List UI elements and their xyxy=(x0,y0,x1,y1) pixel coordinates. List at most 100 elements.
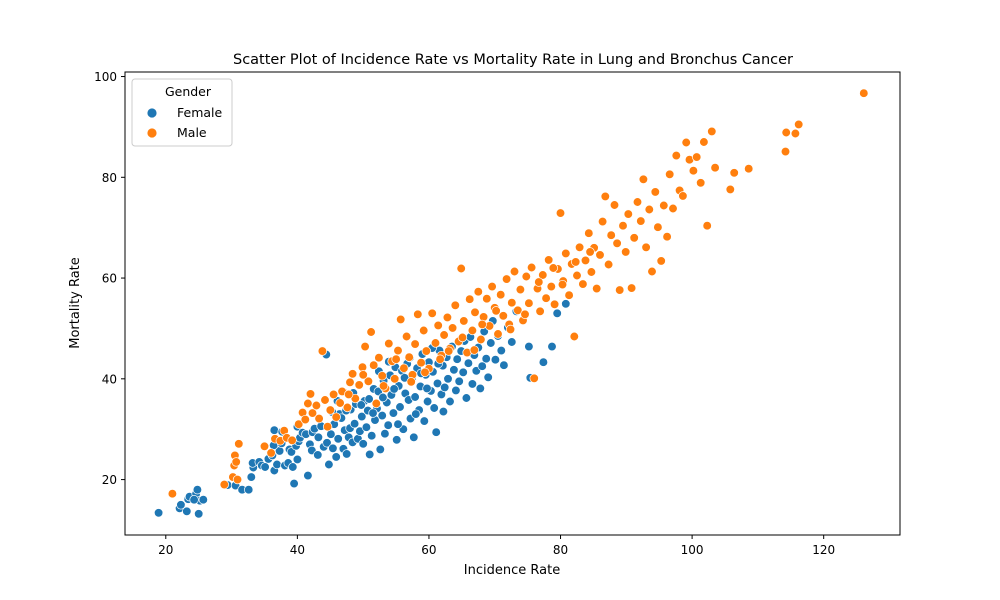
point-male-168 xyxy=(378,381,389,391)
point-male-55 xyxy=(413,309,423,319)
point-male-76 xyxy=(473,287,483,297)
point-male-95 xyxy=(526,262,537,273)
point-male-122 xyxy=(603,259,614,270)
point-female-2 xyxy=(176,500,186,510)
point-female-8 xyxy=(194,509,204,519)
legend-title: Gender xyxy=(165,84,212,99)
point-female-146 xyxy=(483,372,493,382)
point-male-42 xyxy=(374,353,384,363)
point-male-105 xyxy=(555,208,566,218)
point-male-49 xyxy=(396,314,406,325)
legend-marker-male xyxy=(146,127,158,139)
plot-frame xyxy=(124,71,901,536)
point-female-159 xyxy=(547,341,557,352)
point-male-128 xyxy=(621,247,631,257)
point-male-57 xyxy=(419,325,429,336)
point-male-137 xyxy=(647,266,657,277)
point-male-135 xyxy=(641,242,651,252)
point-male-68 xyxy=(450,300,460,310)
point-male-171 xyxy=(420,367,430,377)
point-male-21 xyxy=(311,400,322,411)
point-male-142 xyxy=(662,232,672,242)
point-male-67 xyxy=(447,323,458,333)
point-male-74 xyxy=(467,325,478,336)
point-male-100 xyxy=(541,293,551,303)
point-female-80 xyxy=(367,431,377,441)
point-male-110 xyxy=(569,331,579,342)
point-male-15 xyxy=(294,419,304,429)
point-male-83 xyxy=(493,329,503,339)
point-female-21 xyxy=(260,462,270,472)
point-male-118 xyxy=(592,283,602,294)
point-female-64 xyxy=(342,449,352,459)
point-male-161 xyxy=(781,127,791,138)
point-female-131 xyxy=(454,376,464,386)
point-female-152 xyxy=(499,360,509,370)
point-female-129 xyxy=(451,385,461,396)
point-female-123 xyxy=(440,382,450,393)
point-male-121 xyxy=(600,191,610,202)
point-male-179 xyxy=(520,309,530,319)
x-tick-label-60: 60 xyxy=(421,543,436,557)
point-female-156 xyxy=(524,341,534,352)
point-male-38 xyxy=(363,376,374,386)
point-female-53 xyxy=(322,438,332,448)
point-male-164 xyxy=(859,88,869,98)
point-female-88 xyxy=(380,429,390,439)
point-female-54 xyxy=(324,459,334,470)
point-male-17 xyxy=(300,414,310,425)
point-female-97 xyxy=(395,402,405,412)
point-male-71 xyxy=(459,316,469,326)
point-male-99 xyxy=(538,270,548,280)
point-male-24 xyxy=(320,395,330,405)
legend: Gender Female Male xyxy=(131,78,233,147)
point-female-160 xyxy=(552,308,562,318)
point-female-168 xyxy=(368,408,378,418)
point-male-180 xyxy=(534,277,544,287)
point-male-28 xyxy=(331,412,341,422)
point-male-113 xyxy=(578,279,588,289)
point-female-38 xyxy=(292,454,303,465)
point-female-151 xyxy=(496,345,506,356)
point-female-10 xyxy=(198,495,208,505)
point-male-9 xyxy=(266,448,276,458)
point-male-85 xyxy=(498,311,508,321)
point-female-154 xyxy=(507,337,517,347)
point-female-73 xyxy=(357,411,367,422)
point-female-93 xyxy=(388,408,399,418)
point-male-162 xyxy=(790,128,801,139)
x-tick-label-100: 100 xyxy=(681,543,704,557)
point-male-101 xyxy=(544,255,554,265)
point-female-113 xyxy=(422,396,433,407)
point-female-126 xyxy=(445,396,455,407)
point-male-160 xyxy=(780,146,791,157)
point-male-114 xyxy=(580,255,591,266)
point-male-22 xyxy=(314,413,324,424)
point-male-98 xyxy=(535,306,545,316)
point-female-149 xyxy=(490,355,501,365)
point-female-172 xyxy=(389,384,399,394)
point-male-177 xyxy=(491,306,501,316)
point-female-158 xyxy=(538,357,549,367)
point-male-176 xyxy=(477,319,487,330)
point-female-50 xyxy=(313,432,324,442)
point-male-158 xyxy=(729,168,739,178)
point-male-34 xyxy=(350,393,360,404)
point-male-138 xyxy=(650,187,660,197)
point-female-29 xyxy=(269,425,279,435)
x-axis-label: Incidence Rate xyxy=(464,563,560,578)
y-tick-label-60: 60 xyxy=(102,272,117,286)
point-male-174 xyxy=(457,332,468,343)
point-female-118 xyxy=(431,427,441,437)
point-male-141 xyxy=(659,200,669,211)
point-male-27 xyxy=(328,389,339,400)
point-male-181 xyxy=(548,263,558,273)
point-male-89 xyxy=(509,266,520,277)
point-male-35 xyxy=(354,380,364,390)
point-female-25 xyxy=(272,459,282,470)
point-male-39 xyxy=(366,327,376,337)
point-male-150 xyxy=(688,166,699,176)
point-male-169 xyxy=(391,354,401,364)
point-female-111 xyxy=(419,416,429,426)
